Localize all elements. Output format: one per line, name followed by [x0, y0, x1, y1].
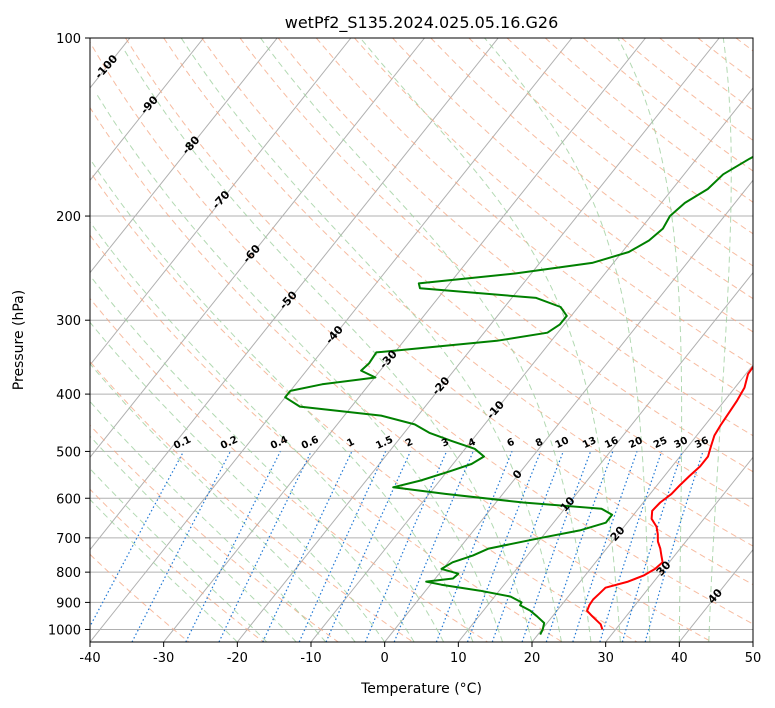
isotherm--70 [90, 38, 352, 366]
y-tick-label: 600 [56, 492, 81, 507]
background-lines [90, 38, 753, 642]
dry-adiabat--20 [90, 488, 264, 642]
isotherm-30 [605, 456, 753, 642]
y-tick-label: 300 [56, 314, 81, 329]
mixing-ratio-line [572, 451, 638, 642]
y-tick-label: 200 [56, 210, 81, 225]
moist-adiabat-0 [90, 321, 386, 642]
x-tick-label: 30 [597, 651, 614, 666]
dry-adiabat-90 [239, 38, 753, 473]
x-tick-label: -20 [227, 651, 248, 666]
mixing-ratio-line [435, 451, 513, 642]
x-tick-label: 10 [450, 651, 467, 666]
y-tick-label: 700 [56, 532, 81, 547]
mixing-ratio-line [621, 451, 683, 642]
axes: -40 -30 -20 -10 0 10 20 30 40 50 100 200 300 400 500 60… [48, 32, 761, 666]
mixing-ratio-label: 3 [440, 437, 451, 450]
dry-adiabat-20 [90, 234, 563, 642]
isotherm--30 [163, 38, 646, 642]
moist-adiabat-8 [90, 221, 445, 642]
mixing-ratio-label: 25 [652, 435, 669, 451]
isotherm--40 [90, 38, 573, 642]
x-axis-label: Temperature (°C) [360, 681, 482, 697]
x-tick-label: -40 [79, 651, 100, 666]
dry-adiabat-60 [125, 38, 753, 586]
y-tick-label: 400 [56, 388, 81, 403]
sounding-profiles [284, 155, 753, 636]
mixing-ratio-line [545, 451, 614, 642]
mixing-ratio-label: 20 [627, 435, 644, 451]
mixing-ratio-label: 6 [506, 437, 517, 450]
isotherm-0 [384, 179, 753, 642]
dry-adiabat-130 [392, 38, 753, 333]
mixing-ratio-label: 1 [345, 437, 356, 450]
isotherm--60 [90, 38, 425, 459]
mixing-ratio-label: 8 [534, 437, 545, 450]
dry-adiabat-70 [163, 38, 753, 547]
mixing-ratio-line [90, 451, 185, 628]
mixing-ratio-line [364, 451, 448, 642]
moist-adiabat-36 [484, 38, 651, 642]
dry-adiabat-140 [430, 38, 753, 300]
chart-title: wetPf2_S135.2024.025.05.16.G26 [285, 13, 559, 33]
x-tick-label: -10 [300, 651, 321, 666]
mixing-ratio-line [298, 451, 387, 642]
mixing-ratio-label: 16 [603, 435, 620, 451]
dry-adiabat-40 [90, 106, 712, 642]
y-tick-label: 100 [56, 32, 81, 47]
mixing-ratio-label: 36 [693, 435, 710, 451]
x-tick-label: 0 [381, 651, 389, 666]
y-tick-label: 800 [56, 566, 81, 581]
mixing-ratio-line [393, 451, 474, 642]
isotherm--20 [236, 38, 720, 642]
isotherm--90 [90, 38, 204, 182]
x-tick-label: 50 [745, 651, 762, 666]
dry-adiabat-10 [90, 297, 488, 642]
mixing-ratio-line [521, 451, 592, 642]
y-axis-label: Pressure (hPa) [11, 290, 27, 390]
moist-adiabat-32 [359, 38, 621, 642]
moist-adiabat-16 [96, 95, 503, 642]
moist-adiabat--4 [90, 363, 356, 642]
isotherm--80 [90, 38, 278, 274]
plot-frame [89, 37, 754, 643]
mixing-ratio-label: 13 [581, 435, 598, 451]
x-tick-label: 20 [524, 651, 541, 666]
dry-adiabat-0 [90, 360, 414, 642]
moist-adiabat--20 [90, 498, 238, 642]
y-tick-label: 900 [56, 596, 81, 611]
isotherm-20 [531, 364, 753, 642]
mixing-ratio-line [644, 451, 704, 642]
mixing-ratio-line [325, 451, 411, 642]
y-tick-label: 500 [56, 445, 81, 460]
moist-adiabat-44 [708, 38, 732, 642]
mixing-ratio-label: 30 [673, 435, 690, 451]
x-tick-label: 40 [671, 651, 688, 666]
mixing-ratio-line [599, 451, 663, 642]
moist-adiabat-24 [180, 38, 562, 642]
mixing-ratio-line [466, 451, 542, 642]
dry-adiabat--10 [90, 424, 339, 642]
mixing-ratio-label: 10 [554, 435, 571, 451]
dry-adiabat-30 [90, 170, 638, 642]
y-tick-label: 1000 [48, 623, 81, 638]
dry-adiabat-50 [90, 41, 753, 625]
mixing-ratio-label: 4 [467, 437, 478, 450]
isotherm--50 [90, 38, 499, 551]
moist-adiabat-12 [90, 158, 474, 642]
moist-adiabat-20 [124, 50, 533, 642]
mixing-ratio-line [185, 451, 281, 642]
x-tick-label: -30 [153, 651, 174, 666]
dewpoint-line [284, 155, 753, 636]
temperature-line [586, 365, 753, 630]
moist-adiabat-28 [260, 38, 592, 642]
mixing-ratio-label: 2 [404, 437, 415, 450]
moist-adiabat-40 [617, 38, 683, 642]
mixing-ratio-line [491, 451, 564, 642]
